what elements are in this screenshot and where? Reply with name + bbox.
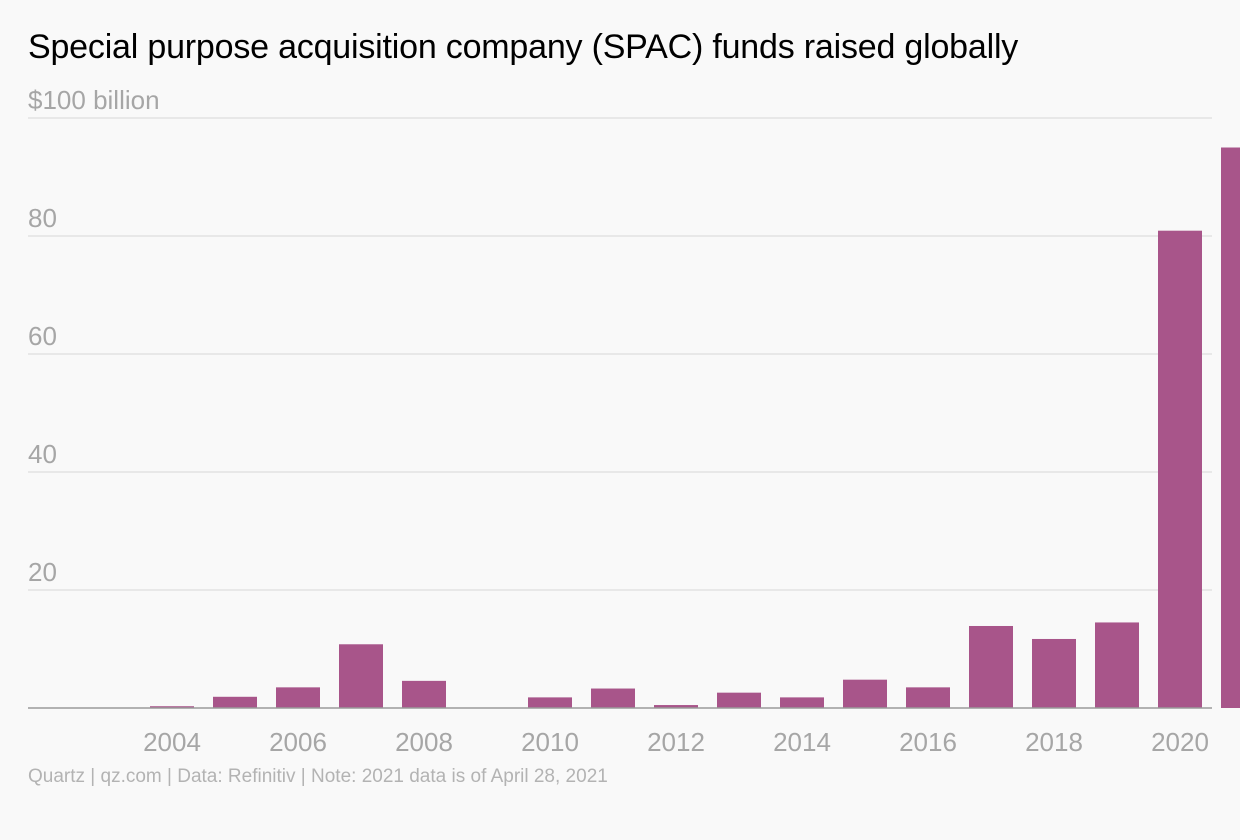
bar-2016 [906, 687, 950, 708]
source-note: Quartz | qz.com | Data: Refinitiv | Note… [28, 766, 608, 787]
chart-title: Special purpose acquisition company (SPA… [28, 28, 1019, 66]
y-tick-label-40: 40 [28, 439, 57, 469]
y-tick-label-100: $100 billion [28, 85, 160, 115]
y-tick-label-60: 60 [28, 321, 57, 351]
bar-2015 [843, 679, 887, 708]
bar-2010 [528, 697, 572, 708]
bar-2013 [717, 692, 761, 708]
x-tick-label-2010: 2010 [521, 727, 579, 757]
bar-2008 [402, 680, 446, 708]
bar-2018 [1032, 638, 1076, 708]
x-tick-label-2004: 2004 [143, 727, 201, 757]
x-tick-label-2008: 2008 [395, 727, 453, 757]
bar-2011 [591, 688, 635, 708]
bar-2007 [339, 644, 383, 708]
x-tick-label-2020: 2020 [1151, 727, 1209, 757]
bar-2014 [780, 697, 824, 708]
bar-2020 [1158, 230, 1202, 708]
x-axis-tick-labels: 2004 2006 2008 2010 2012 2014 2016 2018 2020 [143, 727, 1209, 757]
x-tick-label-2016: 2016 [899, 727, 957, 757]
bar-2017 [969, 625, 1013, 708]
x-tick-label-2012: 2012 [647, 727, 705, 757]
x-tick-label-2014: 2014 [773, 727, 831, 757]
bar-2021 [1221, 147, 1240, 708]
y-tick-label-20: 20 [28, 557, 57, 587]
bar-2006 [276, 687, 320, 708]
bar-2005 [213, 696, 257, 708]
y-tick-label-80: 80 [28, 203, 57, 233]
bar-2004 [150, 706, 194, 708]
gridlines [28, 117, 1212, 591]
x-tick-label-2018: 2018 [1025, 727, 1083, 757]
x-tick-label-2006: 2006 [269, 727, 327, 757]
bar-2012 [654, 705, 698, 708]
y-axis-tick-labels: $100 billion 80 60 40 20 [28, 85, 160, 587]
bar-2019 [1095, 622, 1139, 708]
bars [150, 147, 1240, 708]
